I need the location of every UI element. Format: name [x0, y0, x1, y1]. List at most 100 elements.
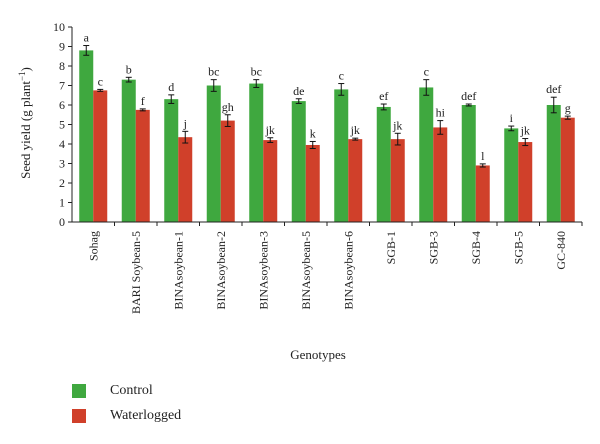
legend-item-control: Control — [72, 380, 181, 402]
significance-letter: g — [565, 101, 571, 115]
legend-swatch-waterlogged — [72, 409, 86, 423]
error-bar — [267, 137, 274, 143]
y-tick-label: 7 — [59, 79, 65, 93]
x-tick-label: BARI Soybean-5 — [129, 231, 143, 314]
significance-letter: b — [126, 62, 132, 76]
bar-control-1 — [79, 50, 94, 223]
bar-control-6 — [291, 101, 306, 222]
bar-waterlogged-7 — [348, 139, 363, 222]
bar-control-7 — [334, 89, 349, 223]
significance-letter: j — [183, 116, 187, 130]
x-tick-label: BINAsoybean-6 — [341, 231, 355, 310]
significance-letter: jk — [392, 118, 402, 132]
significance-letter: def — [546, 82, 561, 96]
x-tick-labels: Sohag BARI Soybean-5 BINAsoybean-1 BINAsoyb… — [86, 222, 583, 314]
legend-swatch-control — [72, 384, 86, 398]
bar-control-5 — [249, 83, 264, 222]
legend-label-waterlogged: Waterlogged — [110, 408, 182, 423]
bar-control-4 — [206, 85, 221, 222]
bar-waterlogged-1 — [93, 90, 108, 222]
error-bar — [83, 45, 90, 56]
error-bar — [352, 137, 359, 141]
y-tick-label: 6 — [59, 98, 65, 112]
bar-control-11 — [504, 128, 519, 222]
bar-control-2 — [121, 79, 136, 223]
error-bar — [564, 115, 571, 120]
x-tick-label: BINAsoybean-1 — [171, 231, 185, 310]
significance-letter: jk — [520, 124, 530, 138]
significance-letter: ef — [379, 89, 388, 103]
error-bar — [224, 114, 231, 127]
y-tick-label: 1 — [59, 196, 65, 210]
y-tick-label: 10 — [53, 20, 65, 34]
x-axis-title: Genotypes — [290, 347, 346, 362]
y-tick-label: 3 — [59, 157, 65, 171]
significance-letter: jk — [350, 123, 360, 137]
error-bar — [125, 76, 132, 83]
bar-waterlogged-5 — [263, 140, 278, 222]
legend-item-waterlogged: Waterlogged — [72, 405, 181, 427]
y-tick-label: 8 — [59, 59, 65, 73]
y-tick-label: 4 — [59, 137, 65, 151]
bar-waterlogged-10 — [475, 165, 490, 222]
bar-waterlogged-8 — [390, 139, 405, 222]
legend: Control Waterlogged — [72, 380, 181, 430]
bar-waterlogged-4 — [220, 120, 235, 222]
significance-letter: k — [310, 126, 316, 140]
x-tick-label: SGB-3 — [426, 231, 440, 264]
significance-letter: d — [168, 80, 174, 94]
error-bar — [423, 79, 430, 96]
significance-letter: hi — [436, 106, 446, 120]
error-bar — [522, 138, 529, 147]
y-tick-label: 0 — [59, 215, 65, 229]
x-tick-label: GC-840 — [554, 231, 568, 270]
error-bar — [309, 140, 316, 149]
x-tick-label: BINAsoybean-5 — [299, 231, 313, 310]
x-tick-label: SGB-5 — [511, 231, 525, 264]
bar-waterlogged-3 — [178, 137, 193, 222]
y-axis-title: Seed yield (g plant−1) — [17, 67, 33, 179]
significance-letter: c — [98, 74, 103, 88]
significance-letter: a — [84, 31, 90, 45]
bar-control-8 — [376, 106, 391, 222]
significance-letter: gh — [222, 100, 234, 114]
error-bar — [210, 79, 217, 92]
error-bar — [182, 130, 189, 144]
x-tick-label: BINAsoybean-2 — [214, 231, 228, 310]
significance-letter: bc — [251, 65, 262, 79]
bar-waterlogged-9 — [433, 127, 448, 222]
significance-letter: bc — [208, 65, 219, 79]
error-bar — [97, 88, 104, 92]
error-bar — [479, 163, 486, 168]
error-bar — [338, 83, 345, 96]
bar-waterlogged-12 — [560, 117, 575, 222]
bar-control-12 — [546, 105, 561, 222]
error-bar — [380, 103, 387, 111]
y-ticks: 0 1 2 3 4 5 6 7 8 9 10 — [53, 20, 72, 229]
significance-letter: jk — [265, 123, 275, 137]
significance-letter: de — [293, 84, 304, 98]
bar-waterlogged-2 — [135, 109, 150, 222]
y-tick-label: 5 — [59, 118, 65, 132]
bar-control-9 — [419, 87, 434, 222]
significance-letter: def — [461, 89, 476, 103]
legend-label-control: Control — [110, 383, 153, 398]
y-tick-label: 2 — [59, 176, 65, 190]
error-bar — [168, 94, 175, 104]
bar-control-10 — [461, 105, 476, 222]
error-bar — [394, 132, 401, 146]
error-bar — [508, 125, 515, 132]
x-tick-label: BINAsoybean-3 — [256, 231, 270, 310]
error-bar — [437, 120, 444, 135]
significance-letter: i — [510, 111, 514, 125]
error-bar — [550, 96, 557, 114]
x-tick-label: Sohag — [86, 231, 100, 261]
significance-letter: c — [424, 65, 429, 79]
bar-control-3 — [164, 99, 179, 222]
significance-letter: f — [141, 94, 145, 108]
error-bar — [295, 98, 302, 104]
significance-letter: l — [481, 149, 485, 163]
bar-waterlogged-11 — [518, 142, 533, 222]
